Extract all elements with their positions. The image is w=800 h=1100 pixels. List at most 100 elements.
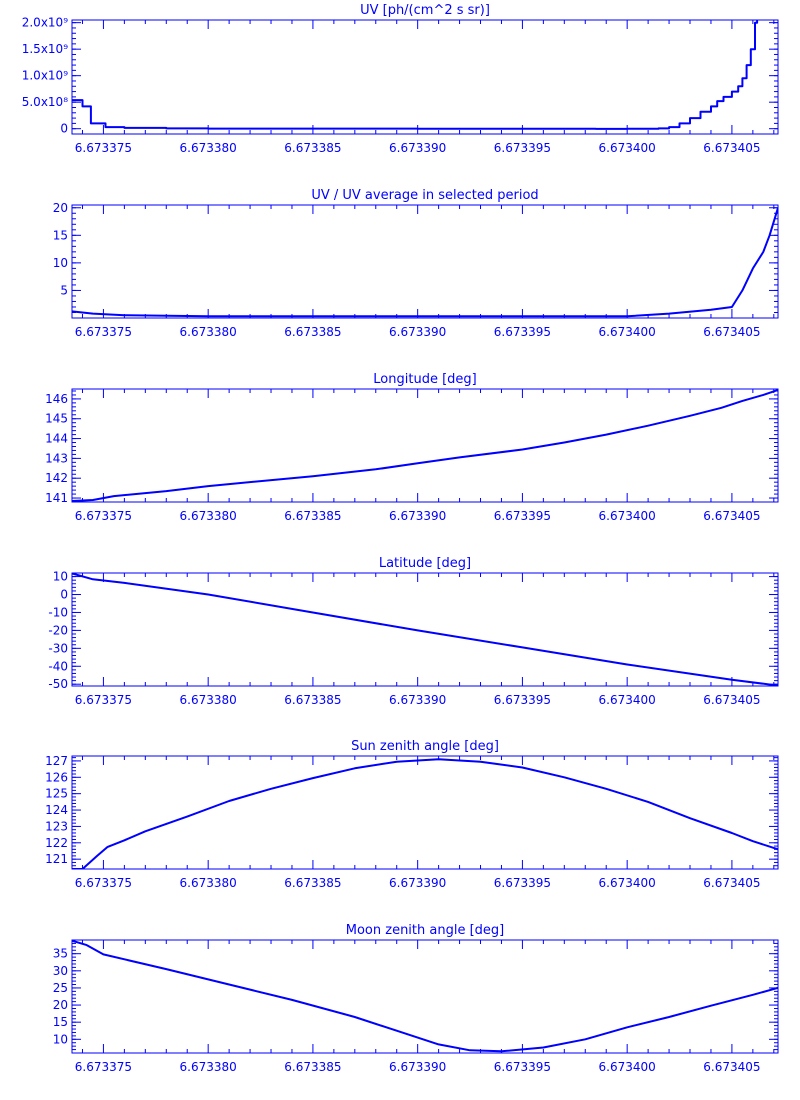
x-tick-label: 6.673375 — [75, 876, 132, 890]
y-tick-label: 5 — [60, 283, 68, 297]
x-tick-label: 6.673390 — [389, 325, 446, 339]
chart-title: UV [ph/(cm^2 s sr)] — [360, 3, 490, 18]
y-tick-label: -10 — [48, 605, 68, 619]
x-tick-label: 6.673405 — [703, 509, 760, 523]
chart-panel-1: UV [ph/(cm^2 s sr)] 6.673375 6.673380 6.673… — [22, 3, 779, 155]
y-tick-label: 141 — [45, 491, 68, 505]
x-tick-label: 6.673380 — [180, 693, 237, 707]
chart-panel-3: Longitude [deg] 6.673375 6.673380 6.673385 6… — [45, 372, 779, 523]
x-tick-label: 6.673385 — [284, 325, 341, 339]
x-tick-label: 6.673395 — [494, 509, 551, 523]
plot-frame — [71, 204, 779, 319]
x-tick-label: 6.673400 — [599, 693, 656, 707]
y-tick-label: 15 — [53, 1015, 68, 1029]
x-tick-label: 6.673400 — [599, 141, 656, 155]
x-tick-label: 6.673385 — [284, 141, 341, 155]
chart-title: Moon zenith angle [deg] — [346, 923, 504, 938]
x-tick-label: 6.673375 — [75, 1060, 132, 1074]
y-tick-label: 142 — [45, 471, 68, 485]
y-tick-label: 121 — [45, 852, 68, 866]
x-tick-label: 6.673385 — [284, 876, 341, 890]
plot-frame — [71, 939, 779, 1054]
chart-panel-2: UV / UV average in selected period 6.6733… — [53, 188, 779, 339]
y-tick-label: 1.5x10⁹ — [22, 42, 68, 56]
y-tick-label: 127 — [45, 754, 68, 768]
chart-panel-4: Latitude [deg] 6.673375 6.673380 6.673385 6.… — [48, 556, 779, 707]
x-tick-label: 6.673395 — [494, 141, 551, 155]
x-tick-label: 6.673395 — [494, 1060, 551, 1074]
y-tick-label: 30 — [53, 964, 68, 978]
y-tick-label: 0 — [60, 588, 68, 602]
y-tick-label: 124 — [45, 803, 68, 817]
x-tick-label: 6.673395 — [494, 876, 551, 890]
y-tick-label: 146 — [45, 392, 68, 406]
y-tick-label: -20 — [48, 623, 68, 637]
y-tick-label: 144 — [45, 432, 68, 446]
y-tick-label: -40 — [48, 659, 68, 673]
y-tick-label: 35 — [53, 947, 68, 961]
x-tick-label: 6.673405 — [703, 141, 760, 155]
y-tick-label: 10 — [53, 570, 68, 584]
x-tick-label: 6.673405 — [703, 325, 760, 339]
y-tick-label: 1.0x10⁹ — [22, 69, 68, 83]
chart-panel-5: Sun zenith angle [deg] 6.673375 6.673380 6.… — [45, 739, 779, 890]
x-tick-label: 6.673390 — [389, 693, 446, 707]
y-tick-label: 15 — [53, 228, 68, 242]
x-tick-label: 6.673375 — [75, 693, 132, 707]
x-tick-label: 6.673400 — [599, 325, 656, 339]
y-tick-label: -30 — [48, 641, 68, 655]
plot-frame — [71, 388, 779, 503]
chart-title: Latitude [deg] — [379, 556, 471, 571]
series-line — [72, 573, 778, 686]
y-tick-label: 145 — [45, 412, 68, 426]
x-tick-label: 6.673380 — [180, 509, 237, 523]
y-tick-label: 25 — [53, 981, 68, 995]
y-tick-label: -50 — [48, 677, 68, 691]
x-tick-label: 6.673400 — [599, 1060, 656, 1074]
chart-title: UV / UV average in selected period — [311, 188, 538, 203]
series-line — [72, 940, 778, 1053]
x-tick-label: 6.673375 — [75, 141, 132, 155]
x-tick-label: 6.673390 — [389, 876, 446, 890]
x-tick-label: 6.673385 — [284, 1060, 341, 1074]
x-tick-label: 6.673390 — [389, 509, 446, 523]
series-line — [72, 20, 759, 130]
x-tick-label: 6.673395 — [494, 325, 551, 339]
x-tick-label: 6.673380 — [180, 141, 237, 155]
plot-frame — [71, 19, 779, 135]
x-tick-label: 6.673385 — [284, 509, 341, 523]
y-tick-label: 10 — [53, 1032, 68, 1046]
x-tick-label: 6.673385 — [284, 693, 341, 707]
chart-panel-6: Moon zenith angle [deg] 6.673375 6.673380 6… — [53, 923, 779, 1074]
x-tick-label: 6.673400 — [599, 509, 656, 523]
y-tick-label: 2.0x10⁹ — [22, 16, 68, 30]
y-tick-label: 10 — [53, 256, 68, 270]
y-tick-label: 122 — [45, 836, 68, 850]
x-tick-label: 6.673380 — [180, 876, 237, 890]
x-tick-label: 6.673390 — [389, 141, 446, 155]
chart-title: Sun zenith angle [deg] — [351, 739, 499, 754]
y-tick-label: 5.0x10⁸ — [22, 95, 68, 109]
x-tick-label: 6.673405 — [703, 876, 760, 890]
series-line — [72, 207, 778, 318]
y-tick-label: 20 — [53, 201, 68, 215]
x-tick-label: 6.673375 — [75, 509, 132, 523]
y-tick-label: 0 — [60, 122, 68, 136]
plot-frame — [71, 755, 779, 870]
plot-frame — [71, 572, 779, 687]
x-tick-label: 6.673390 — [389, 1060, 446, 1074]
y-tick-label: 125 — [45, 787, 68, 801]
y-tick-label: 143 — [45, 451, 68, 465]
x-tick-label: 6.673400 — [599, 876, 656, 890]
x-tick-label: 6.673375 — [75, 325, 132, 339]
x-tick-label: 6.673395 — [494, 693, 551, 707]
x-tick-label: 6.673380 — [180, 1060, 237, 1074]
y-tick-label: 20 — [53, 998, 68, 1012]
y-tick-label: 126 — [45, 770, 68, 784]
series-line — [72, 758, 778, 869]
y-tick-label: 123 — [45, 819, 68, 833]
x-tick-label: 6.673405 — [703, 693, 760, 707]
chart-title: Longitude [deg] — [373, 372, 476, 387]
x-tick-label: 6.673405 — [703, 1060, 760, 1074]
